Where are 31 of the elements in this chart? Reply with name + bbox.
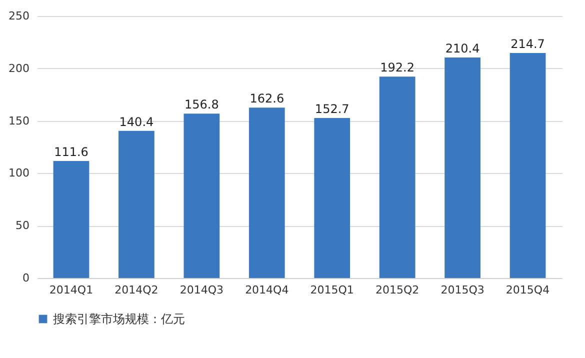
data-label: 192.2	[380, 60, 415, 75]
data-label: 152.7	[314, 102, 350, 116]
x-tick-label: 2015Q3	[440, 284, 484, 296]
data-label: 214.7	[510, 36, 545, 51]
bar	[184, 114, 220, 278]
y-tick-label: 150	[8, 114, 30, 128]
x-tick-label: 2014Q2	[114, 284, 158, 296]
data-label: 140.4	[119, 114, 154, 129]
y-tick-label: 100	[8, 166, 30, 180]
x-tick-label: 2015Q2	[376, 284, 420, 296]
bar	[118, 130, 154, 278]
x-tick-label: 2015Q4	[506, 284, 550, 296]
data-label: 162.6	[250, 92, 284, 106]
y-tick-label: 250	[8, 10, 30, 22]
data-label: 156.8	[184, 98, 219, 112]
x-tick-label: 2014Q1	[49, 284, 94, 296]
x-tick-label: 2015Q1	[310, 284, 354, 296]
data-label: 111.6	[54, 145, 88, 160]
y-tick-label: 0	[22, 272, 30, 284]
bar	[379, 76, 416, 278]
bar	[53, 161, 90, 278]
x-tick-label: 2014Q3	[180, 284, 224, 296]
legend-label: 搜索引擎市场规模：亿元	[53, 312, 185, 326]
bar	[314, 118, 350, 278]
bar	[510, 52, 546, 278]
y-tick-label: 50	[16, 219, 30, 232]
y-tick-label: 200	[8, 62, 30, 75]
data-label: 210.4	[445, 42, 480, 56]
bar	[444, 58, 480, 278]
bar	[248, 108, 285, 278]
x-tick-label: 2014Q4	[245, 284, 289, 296]
